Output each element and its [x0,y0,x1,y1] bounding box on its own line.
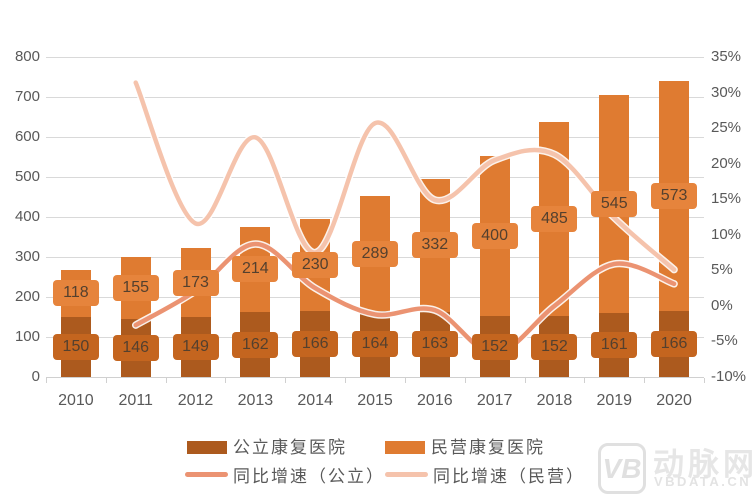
x-axis-tick [285,378,287,383]
bar-private-value-label: 173 [172,269,219,296]
left-axis-tick-label: 100 [14,328,40,345]
x-axis-tick [524,378,526,383]
bar-public-value-label: 152 [531,333,578,360]
x-axis-tick [46,378,47,383]
x-axis-year-label: 2012 [177,392,214,409]
right-axis-tick-label: 25% [711,119,742,137]
right-axis-tick-label: 20% [711,154,742,172]
bar-private-value-label: 573 [651,183,698,209]
bar-public-value-label: 149 [172,334,219,361]
left-axis-tick-label: 800 [14,48,40,65]
bar-private-value-label: 289 [352,240,398,267]
bar-private-value-label: 118 [52,280,99,307]
x-axis-tick [464,378,466,383]
x-axis-year-label: 2011 [118,392,153,409]
bar-public-value-label: 161 [591,331,638,358]
vb-logo-icon: VB [598,443,646,494]
x-axis-year-label: 2019 [596,392,633,409]
right-axis-tick-label: -10% [711,368,747,385]
right-axis-tick-label: 10% [711,225,742,243]
bar-public-value-label: 166 [651,330,698,357]
x-axis-year-label: 2017 [476,392,513,409]
watermark-brand-text: 动脉网 [653,447,755,482]
x-axis-tick [225,378,227,383]
x-axis-year-label: 2018 [536,392,573,409]
bar-public-value-label: 146 [112,334,159,361]
right-axis-tick-label: 0% [711,296,733,314]
x-axis-tick [345,378,347,383]
bar-private-value-label: 545 [591,190,638,217]
bar-public-value-label: 163 [411,331,458,358]
x-axis-year-label: 2020 [656,392,692,409]
x-axis-line [46,377,704,378]
bar-private-value-label: 214 [232,256,279,283]
right-axis-tick-label: 30% [711,83,742,101]
right-axis-tick-label: -5% [711,332,738,350]
right-axis-tick-label: 15% [711,190,742,208]
x-axis-tick [165,378,167,383]
bar-public-value-label: 150 [52,334,99,360]
bar-private-value-label: 155 [112,274,159,301]
bar-public-value-label: 164 [352,331,398,358]
watermark-domain-text: VBDATA.CN [654,474,752,489]
x-axis-year-label: 2010 [58,392,94,409]
left-axis-tick-label: 600 [14,128,40,145]
legend-label-public-bar: 公立康复医院 [233,438,347,457]
right-axis-tick-label: 35% [711,48,742,65]
bar-public-value-label: 162 [232,331,279,358]
legend-swatch-public-bar [187,441,227,454]
bar-private-value-label: 332 [411,232,458,259]
bar-private-value-label: 400 [471,223,518,250]
left-axis-tick-label: 300 [14,248,40,265]
gridline [46,57,704,58]
legend-swatch-private-bar [385,441,425,454]
legend-label-private-line: 同比增速（民营） [433,467,585,486]
x-axis-year-label: 2013 [237,392,274,409]
right-axis-tick-label: 5% [711,261,733,279]
bar-public-value-label: 152 [471,333,518,360]
x-axis-year-label: 2016 [417,392,453,409]
x-axis-tick [644,378,646,383]
vb-logo-text: VB [602,453,642,484]
legend-swatch-public-line [185,472,228,477]
left-axis-tick-label: 700 [14,88,40,105]
x-axis-tick [704,378,705,383]
left-axis-tick-label: 200 [14,288,40,305]
bar-private-value-label: 485 [531,206,578,233]
bar-private-value-label: 230 [292,251,339,278]
legend-label-public-line: 同比增速（公立） [233,467,385,486]
x-axis-year-label: 2014 [297,392,333,409]
left-axis-tick-label: 400 [14,208,40,225]
legend-swatch-private-line [385,472,428,477]
legend-label-private-bar: 民营康复医院 [431,438,545,457]
left-axis-tick-label: 0 [31,368,40,385]
x-axis-tick [584,378,586,383]
x-axis-tick [404,378,406,383]
bar-public-value-label: 166 [292,330,339,357]
watermark: VB 动脉网 VBDATA.CN [596,440,754,496]
x-axis-year-label: 2015 [357,392,393,409]
x-axis-tick [105,378,107,383]
left-axis-tick-label: 500 [14,168,40,185]
